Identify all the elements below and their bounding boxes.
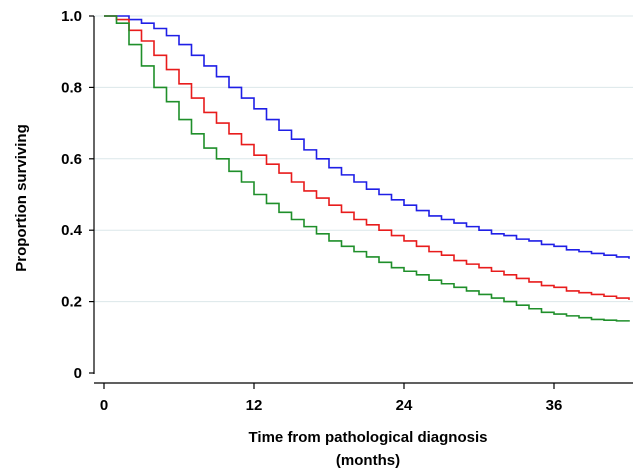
x-axis-label-line-1: Time from pathological diagnosis xyxy=(249,429,488,446)
tick-labels: 0 0.2 0.4 0.6 0.8 1.0 0 12 24 36 xyxy=(61,8,562,414)
x-tick-label-2: 24 xyxy=(396,397,413,414)
axes xyxy=(89,15,633,389)
y-tick-label-1: 0.2 xyxy=(61,294,82,311)
y-tick-label-5: 1.0 xyxy=(61,8,82,25)
survival-curve-1 xyxy=(104,15,630,259)
grid-lines xyxy=(94,15,633,303)
x-tick-label-0: 0 xyxy=(100,397,108,414)
survival-curve-3 xyxy=(104,15,630,322)
y-tick-label-0: 0 xyxy=(74,365,82,382)
series-group xyxy=(104,15,630,322)
x-tick-label-1: 12 xyxy=(246,397,263,414)
y-axis-label: Proportion surviving xyxy=(13,124,30,272)
x-tick-label-3: 36 xyxy=(546,397,563,414)
y-tick-label-2: 0.4 xyxy=(61,222,83,239)
y-tick-label-4: 0.8 xyxy=(61,79,82,96)
survival-curve-2 xyxy=(104,15,630,300)
x-axis-label-line-2: (months) xyxy=(336,452,400,469)
y-tick-label-3: 0.6 xyxy=(61,151,82,168)
